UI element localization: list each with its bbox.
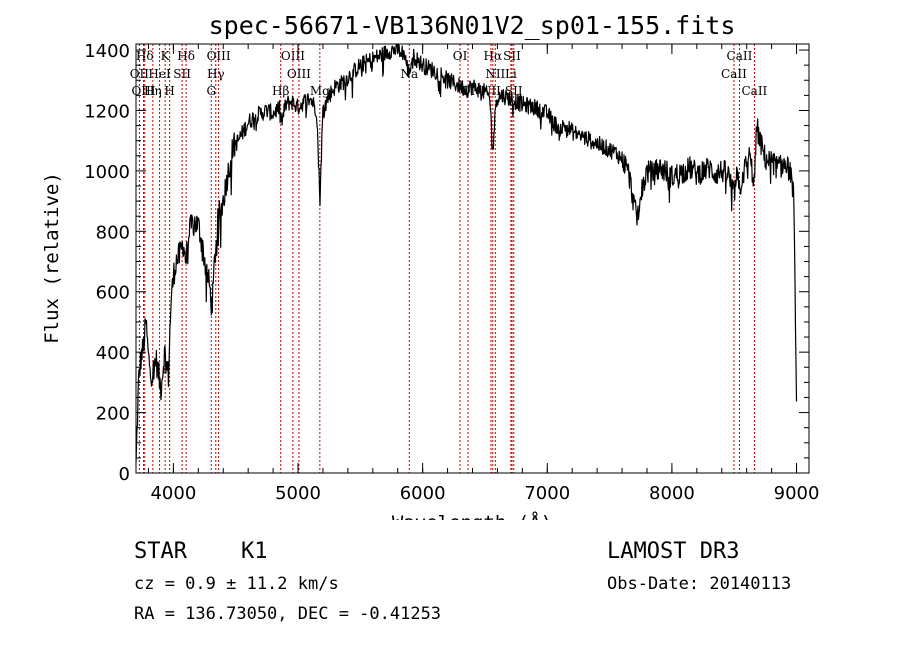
line-marker-label: Hβ bbox=[272, 84, 289, 98]
line-marker-label: CaII bbox=[727, 49, 753, 63]
line-marker-label: Hη bbox=[144, 84, 162, 98]
x-tick-label: 9000 bbox=[774, 483, 820, 504]
x-tick-label: 8000 bbox=[649, 483, 695, 504]
line-marker-label: SII bbox=[503, 49, 521, 63]
ra-dec-readout: RA = 136.73050, DEC = -0.41253 bbox=[134, 604, 442, 624]
x-axis-ticks: 4000 5000 6000 7000 8000 9000 bbox=[147, 44, 820, 504]
survey-name: LAMOST DR3 bbox=[607, 539, 740, 564]
y-tick-label: 400 bbox=[96, 343, 130, 364]
line-markers bbox=[138, 44, 755, 473]
line-marker-label: OIII bbox=[281, 49, 305, 63]
y-axis-label: Flux (relative) bbox=[41, 172, 63, 344]
spectrum-line bbox=[135, 43, 798, 463]
x-tick-label: 7000 bbox=[524, 483, 570, 504]
line-marker-label: Mg bbox=[310, 84, 330, 98]
x-axis-label: Wavelength (Å) bbox=[392, 511, 552, 520]
line-marker-label: K bbox=[161, 49, 171, 63]
line-marker-label: Hδ bbox=[177, 49, 195, 63]
redshift-readout: cz = 0.9 ± 11.2 km/s bbox=[134, 574, 339, 594]
star-label: STAR bbox=[134, 539, 187, 564]
line-marker-label: OII bbox=[130, 67, 150, 81]
y-axis-ticks: 0 200 400 600 800 1000 1200 1400 bbox=[84, 41, 809, 485]
obs-date: Obs-Date: 20140113 bbox=[607, 574, 792, 594]
x-tick-label: 6000 bbox=[400, 483, 446, 504]
spectral-class: K1 bbox=[241, 539, 268, 564]
line-marker-label: G bbox=[206, 84, 216, 98]
x-tick-label: 4000 bbox=[150, 483, 196, 504]
line-marker-label: CaII bbox=[721, 67, 747, 81]
line-marker-label: OIII bbox=[207, 49, 231, 63]
y-tick-label: 1200 bbox=[84, 101, 130, 122]
line-marker-label: Li bbox=[505, 67, 517, 81]
y-tick-label: 200 bbox=[96, 404, 130, 425]
line-marker-label: H bbox=[164, 84, 174, 98]
chart-title: spec-56671-VB136N01V2_sp01-155.fits bbox=[209, 11, 736, 40]
plot-frame bbox=[135, 43, 810, 474]
line-marker-label: CaII bbox=[741, 84, 767, 98]
line-marker-label: Hδ bbox=[136, 49, 154, 63]
line-marker-label: Hα bbox=[484, 49, 503, 63]
y-tick-label: 600 bbox=[96, 283, 130, 304]
line-marker-label: HeI bbox=[148, 67, 171, 81]
line-marker-label: OIII bbox=[131, 84, 155, 98]
x-tick-label: 5000 bbox=[275, 483, 321, 504]
y-tick-label: 1400 bbox=[84, 41, 130, 62]
spectrum-chart: spec-56671-VB136N01V2_sp01-155.fits Hδ K H… bbox=[41, 11, 820, 520]
line-marker-label: NII bbox=[485, 67, 505, 81]
y-tick-label: 1000 bbox=[84, 162, 130, 183]
y-tick-label: 800 bbox=[96, 222, 130, 243]
line-marker-label: SII bbox=[173, 67, 191, 81]
line-marker-label: OIII bbox=[287, 67, 311, 81]
line-marker-label: OI bbox=[453, 49, 468, 63]
y-tick-label: 0 bbox=[119, 464, 130, 485]
line-marker-label: Hγ bbox=[207, 67, 225, 81]
